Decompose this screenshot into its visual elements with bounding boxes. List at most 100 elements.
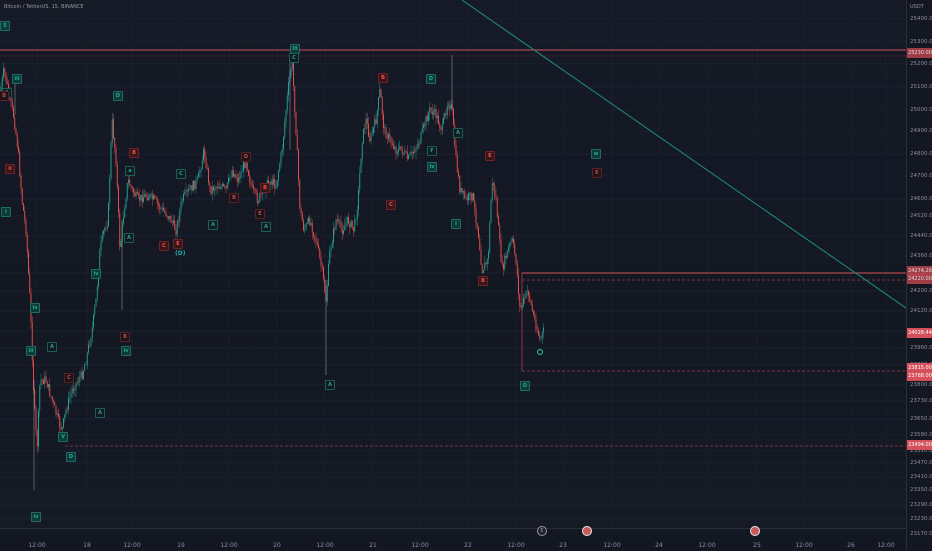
price-axis[interactable]: USDT 25400.00 25300.00 25200.00 25100.00 250… (906, 0, 932, 550)
wave-label[interactable]: D (66, 452, 76, 462)
candle-body (241, 171, 243, 173)
wave-label[interactable]: B (478, 276, 488, 286)
candle-body (351, 220, 353, 228)
wave-label[interactable]: iii (12, 74, 22, 84)
time-tick-label: 24 (655, 542, 663, 549)
wave-label[interactable]: A (261, 222, 271, 232)
candle-body (124, 208, 126, 218)
wave-label[interactable]: iv (30, 303, 40, 313)
price-tick-label: 24900.00 (910, 128, 932, 134)
wave-label[interactable]: A (208, 220, 218, 230)
candle-body (509, 243, 511, 248)
candle-body (116, 164, 118, 187)
candle-body (310, 223, 312, 226)
wave-label[interactable]: i (451, 219, 461, 229)
candle-body (424, 124, 426, 126)
candle-body (314, 235, 316, 238)
candle-body (39, 385, 41, 411)
candle-body (100, 241, 102, 251)
candle-body (468, 194, 469, 201)
wave-label[interactable]: B (378, 73, 388, 83)
wave-label[interactable]: A (325, 380, 335, 390)
candle-body (364, 128, 366, 130)
candle-body (44, 376, 46, 384)
wave-label[interactable]: B (0, 91, 9, 101)
wave-label[interactable]: iv (31, 512, 41, 522)
wave-label[interactable]: E (592, 168, 602, 178)
candle-body (101, 234, 103, 242)
flag-event-icon[interactable] (582, 526, 592, 536)
candle-body (350, 220, 352, 228)
wave-label[interactable]: D (520, 381, 530, 391)
candle-body (379, 89, 381, 98)
candle-body (36, 430, 38, 447)
candle-body (301, 212, 303, 222)
price-tick-label: 24200.00 (910, 288, 932, 294)
candle-body (489, 223, 491, 253)
wave-label[interactable]: C (386, 200, 396, 210)
wave-label[interactable]: A (47, 342, 57, 352)
candle-body (219, 187, 221, 189)
price-tick-label: 23350.00 (910, 487, 932, 493)
flag-event-icon[interactable] (750, 526, 760, 536)
wave-label[interactable]: C (289, 53, 299, 63)
wave-label[interactable]: B (129, 148, 139, 158)
candle-body (275, 186, 277, 189)
candle-body (141, 194, 143, 203)
wave-label[interactable]: C (176, 169, 186, 179)
wave-label[interactable]: B (260, 183, 270, 193)
wave-label[interactable]: B (120, 332, 130, 342)
wave-label[interactable]: iv (427, 162, 437, 172)
wave-label[interactable]: A (453, 128, 463, 138)
price-tick-label: 25300.00 (910, 39, 932, 45)
candle-body (216, 186, 218, 188)
wave-label[interactable]: 5 (0, 21, 10, 31)
candle-body (280, 152, 282, 164)
wave-label[interactable]: ii (5, 164, 15, 174)
wave-label[interactable]: V (58, 432, 68, 442)
candle-body (484, 262, 486, 271)
candle-body (348, 216, 349, 224)
candle-body (235, 174, 237, 179)
wave-label[interactable]: C (159, 241, 169, 251)
candle-body (520, 305, 522, 308)
candle-body (400, 146, 402, 150)
wave-label[interactable]: B (229, 193, 239, 203)
wave-label[interactable]: w (591, 149, 601, 159)
wave-label[interactable]: F (427, 146, 437, 156)
wave-label[interactable]: D (426, 74, 436, 84)
wave-label[interactable]: iii (26, 346, 36, 356)
wave-label[interactable]: E (173, 239, 183, 249)
candle-body (373, 126, 374, 133)
price-plot-area[interactable]: Bitcoin / TetherUS, 15, BINANCE 5iiiAiiB… (0, 0, 907, 535)
wave-label[interactable]: iv (91, 269, 101, 279)
candle-body (174, 220, 176, 230)
wave-label[interactable]: D (113, 91, 123, 101)
wave-label[interactable]: D (241, 152, 251, 162)
candle-body (145, 193, 147, 197)
candle-body (463, 191, 464, 193)
wave-label[interactable]: E (255, 209, 265, 219)
candle-body (435, 109, 437, 118)
wave-label[interactable]: i (1, 207, 11, 217)
wave-label[interactable]: E (485, 151, 495, 161)
time-tick-label: 12:00 (877, 542, 895, 549)
candle-body (29, 273, 31, 293)
dividend-event-icon[interactable]: E (537, 526, 547, 536)
wave-label[interactable]: (D) (175, 250, 186, 257)
wave-label[interactable]: C (64, 373, 74, 383)
time-axis[interactable]: 12:00 18 12:00 19 12:00 20 12:00 21 12:00 22 12:00… (0, 526, 906, 551)
candle-body (323, 266, 324, 279)
price-tick-label: 23230.00 (910, 516, 932, 522)
price-tag: 24220.00 (907, 274, 932, 284)
candle-body (63, 418, 64, 428)
chart-pane[interactable]: Bitcoin / TetherUS, 15, BINANCE 5iiiAiiB… (0, 0, 907, 551)
wave-label[interactable]: a (125, 166, 135, 176)
candle-body (281, 149, 283, 153)
wave-label[interactable]: A (124, 233, 134, 243)
wave-label[interactable]: iv (121, 346, 131, 356)
candle-body (84, 364, 86, 372)
candle-body (256, 192, 258, 203)
wave-label[interactable]: A (95, 408, 105, 418)
candle-body (524, 297, 526, 299)
